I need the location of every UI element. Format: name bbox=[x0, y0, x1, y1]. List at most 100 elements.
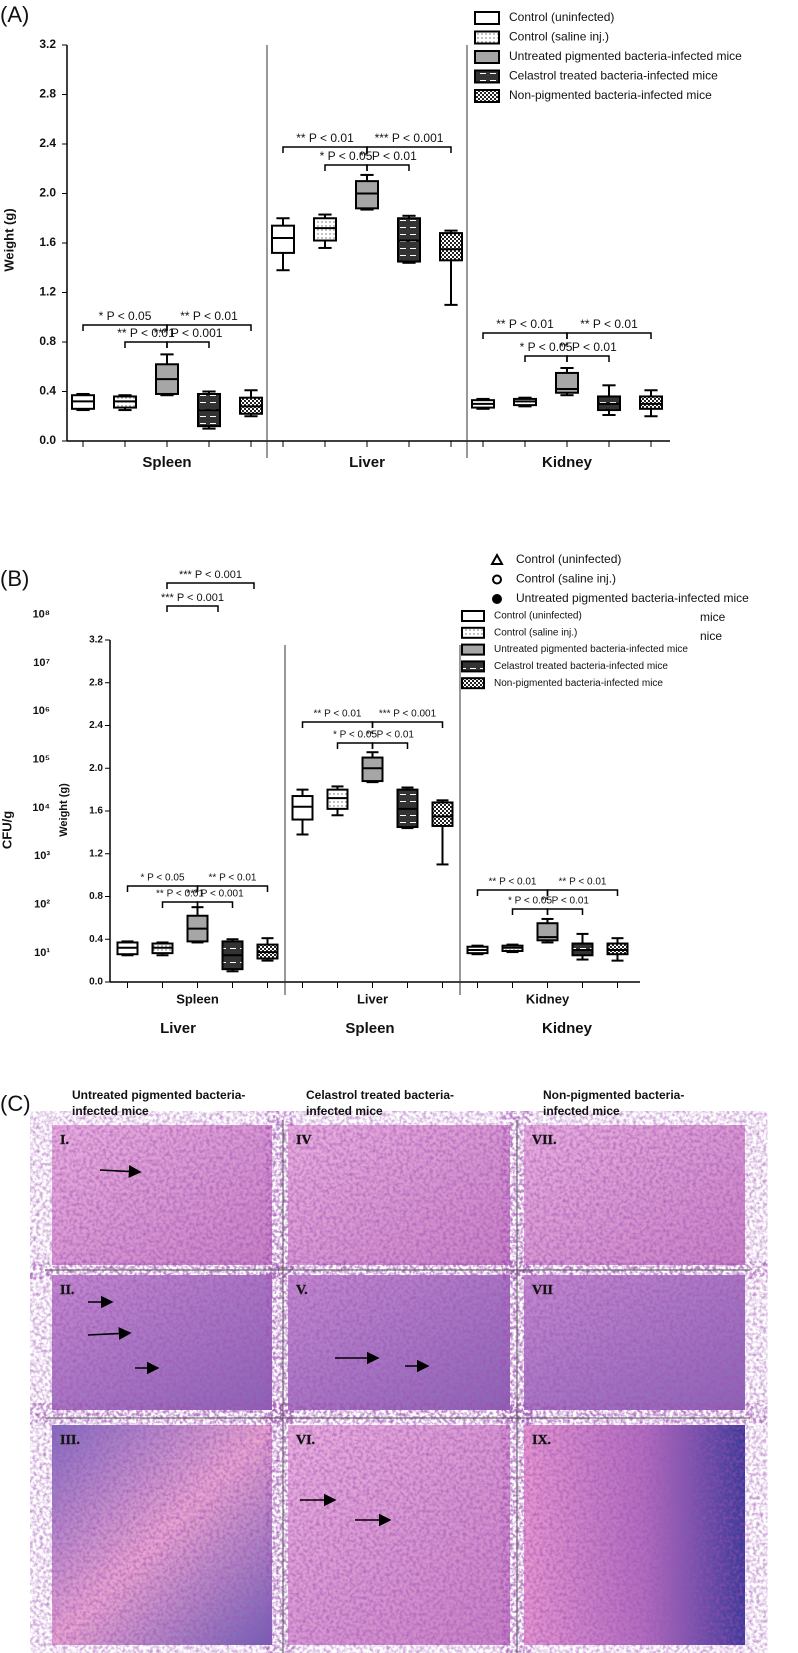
x-category-label: Liver bbox=[357, 991, 388, 1006]
arrow bbox=[87, 1327, 132, 1340]
significance-label: *** P < 0.001 bbox=[186, 889, 244, 900]
outer-category-label: Spleen bbox=[345, 1020, 394, 1037]
legend-label: Control (saline inj.) bbox=[516, 572, 616, 586]
box bbox=[639, 395, 663, 410]
y-tick-label: 0.4 bbox=[89, 934, 103, 945]
outer-category-label: Kidney bbox=[542, 1020, 593, 1037]
histology-texture bbox=[52, 1125, 272, 1265]
significance-label: ** P < 0.01 bbox=[559, 340, 617, 354]
histology-texture bbox=[288, 1275, 510, 1410]
histology-texture bbox=[524, 1275, 745, 1410]
image-label: IV bbox=[296, 1133, 312, 1148]
legend-swatch bbox=[461, 610, 485, 622]
significance-bracket bbox=[196, 885, 269, 892]
legend-swatch bbox=[461, 660, 485, 673]
legend-label: Untreated pigmented bacteria-infected mi… bbox=[494, 644, 688, 655]
legend-swatch bbox=[474, 69, 500, 84]
significance-label: *** P < 0.001 bbox=[154, 326, 223, 340]
box bbox=[326, 788, 349, 810]
y-tick-label: 3.2 bbox=[39, 37, 56, 51]
legend-label: Non-pigmented bacteria-infected mice bbox=[494, 678, 663, 689]
legend-label: Control (uninfected) bbox=[509, 10, 614, 24]
y2-tick-label: 10² bbox=[34, 898, 50, 910]
panel-label: (A) bbox=[0, 2, 29, 27]
box bbox=[606, 942, 629, 956]
legend-label: Celastrol treated bacteria-infected mice bbox=[509, 69, 718, 83]
significance-bracket bbox=[482, 332, 568, 339]
legend-swatch bbox=[474, 50, 500, 64]
y-tick-label: 2.0 bbox=[89, 763, 103, 774]
y-tick-label: 1.6 bbox=[39, 235, 56, 249]
legend-label: Control (saline inj.) bbox=[509, 30, 609, 44]
significance-bracket bbox=[166, 341, 210, 348]
y2-tick-label: 10¹ bbox=[34, 947, 50, 959]
y-axis-label: Weight (g) bbox=[58, 783, 70, 837]
image-label: II. bbox=[60, 1283, 74, 1298]
box bbox=[431, 801, 454, 827]
significance-label: ** P < 0.01 bbox=[209, 873, 257, 884]
significance-label: ** P < 0.01 bbox=[117, 326, 175, 340]
image-label: III. bbox=[60, 1433, 80, 1448]
x-category-label: Spleen bbox=[142, 454, 191, 471]
significance-label: ** P < 0.01 bbox=[359, 149, 417, 163]
histology-texture bbox=[524, 1125, 745, 1265]
significance-bracket bbox=[166, 582, 255, 589]
significance-bracket bbox=[524, 355, 568, 362]
y-tick-label: 0.8 bbox=[89, 891, 103, 902]
legend-swatch bbox=[474, 30, 500, 45]
significance-label: * P < 0.05 bbox=[333, 730, 377, 741]
significance-label: *** P < 0.001 bbox=[379, 709, 437, 720]
box bbox=[355, 180, 379, 210]
significance-bracket bbox=[166, 324, 252, 331]
y2-tick-label: 10⁷ bbox=[33, 657, 50, 669]
significance-bracket bbox=[124, 341, 168, 348]
significance-label: ** P < 0.01 bbox=[180, 309, 238, 323]
significance-bracket bbox=[566, 332, 652, 339]
significance-label: * P < 0.05 bbox=[99, 309, 152, 323]
y-tick-label: 1.6 bbox=[89, 806, 103, 817]
column-header: Non-pigmented bacteria-infected mice bbox=[543, 1088, 685, 1118]
y-tick-label: 2.0 bbox=[39, 186, 56, 200]
legend-marker bbox=[490, 552, 504, 565]
significance-label: ** P < 0.01 bbox=[314, 709, 362, 720]
panel-label: (B) bbox=[0, 566, 29, 591]
significance-label: *** P < 0.001 bbox=[375, 131, 444, 145]
x-category-label: Kidney bbox=[542, 454, 593, 471]
y2-tick-label: 10⁸ bbox=[33, 608, 50, 620]
significance-label: * P < 0.05 bbox=[520, 340, 573, 354]
y-tick-label: 0.0 bbox=[89, 977, 103, 988]
significance-bracket bbox=[511, 908, 549, 915]
box bbox=[291, 795, 314, 821]
histology-texture bbox=[288, 1125, 510, 1265]
y-tick-label: 0.8 bbox=[39, 334, 56, 348]
y-axis-label: Weight (g) bbox=[1, 208, 16, 271]
legend-swatch bbox=[474, 11, 500, 25]
box bbox=[271, 224, 295, 254]
y2-tick-label: 10⁴ bbox=[32, 802, 50, 814]
significance-label: ** P < 0.01 bbox=[156, 889, 204, 900]
y-tick-label: 2.4 bbox=[89, 720, 103, 731]
significance-label: ** P < 0.01 bbox=[489, 877, 537, 888]
box bbox=[313, 217, 337, 242]
significance-label: * P < 0.05 bbox=[140, 873, 184, 884]
significance-bracket bbox=[546, 908, 584, 915]
y2-tick-label: 10⁵ bbox=[33, 753, 50, 765]
legend-swatch bbox=[474, 89, 500, 103]
significance-bracket bbox=[371, 721, 444, 728]
significance-label: ** P < 0.01 bbox=[541, 896, 589, 907]
legend-label: Control (saline inj.) bbox=[494, 627, 577, 638]
legend-label: Untreated pigmented bacteria-infected mi… bbox=[516, 591, 749, 605]
histology-texture bbox=[52, 1425, 272, 1645]
y-tick-label: 2.4 bbox=[39, 136, 56, 150]
significance-bracket bbox=[371, 742, 409, 749]
significance-label: ** P < 0.01 bbox=[366, 730, 414, 741]
significance-label: *** P < 0.001 bbox=[179, 569, 242, 581]
significance-label: ** P < 0.01 bbox=[296, 131, 354, 145]
box bbox=[555, 371, 579, 394]
significance-bracket bbox=[366, 146, 452, 153]
image-label: VII. bbox=[532, 1133, 557, 1148]
significance-label: * P < 0.05 bbox=[320, 149, 373, 163]
legend-label: Non-pigmented bacteria-infected mice bbox=[509, 88, 712, 102]
